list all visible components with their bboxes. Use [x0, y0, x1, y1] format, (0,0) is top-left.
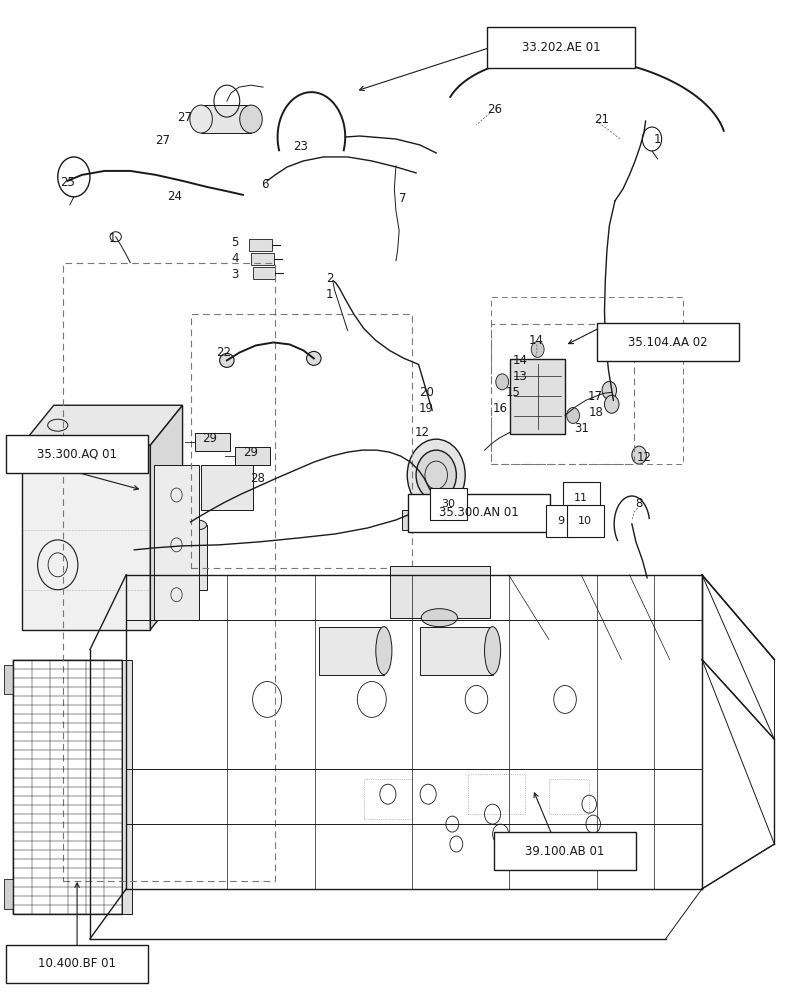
Text: 3: 3 — [231, 268, 238, 281]
Ellipse shape — [190, 105, 213, 133]
Ellipse shape — [376, 627, 392, 675]
Bar — [62, 263, 276, 881]
Circle shape — [566, 511, 580, 529]
Text: 33.202.AE 01: 33.202.AE 01 — [522, 41, 600, 54]
Bar — [4, 879, 14, 909]
FancyBboxPatch shape — [597, 323, 739, 361]
Bar — [549, 779, 589, 814]
Bar — [201, 105, 251, 133]
Text: 5: 5 — [231, 236, 238, 249]
Text: 26: 26 — [486, 103, 502, 116]
Text: 31: 31 — [574, 422, 588, 435]
Bar — [187, 525, 207, 590]
Text: 9: 9 — [558, 516, 565, 526]
Ellipse shape — [187, 520, 207, 530]
Text: 27: 27 — [155, 134, 170, 147]
Text: 18: 18 — [588, 406, 603, 419]
Bar — [364, 779, 412, 819]
Bar — [253, 267, 276, 279]
Bar — [319, 627, 384, 675]
Text: 4: 4 — [231, 252, 238, 265]
Polygon shape — [150, 405, 183, 630]
Bar — [491, 324, 634, 464]
Text: 11: 11 — [574, 493, 588, 503]
Bar — [122, 660, 132, 914]
Ellipse shape — [421, 609, 457, 627]
Text: 35.300.AN 01: 35.300.AN 01 — [439, 506, 519, 519]
FancyBboxPatch shape — [545, 505, 576, 537]
Bar — [491, 297, 683, 464]
Text: 14: 14 — [528, 334, 544, 347]
Text: 24: 24 — [167, 190, 182, 203]
Text: 12: 12 — [637, 451, 651, 464]
Text: 15: 15 — [506, 386, 521, 399]
Bar — [251, 253, 274, 265]
Text: 35.104.AA 02: 35.104.AA 02 — [629, 336, 708, 349]
FancyBboxPatch shape — [566, 505, 604, 537]
Text: 2: 2 — [326, 272, 334, 285]
Text: 27: 27 — [178, 111, 192, 124]
Text: 35.300.AQ 01: 35.300.AQ 01 — [37, 448, 117, 461]
Bar — [4, 665, 14, 694]
Bar — [195, 433, 230, 451]
Text: 28: 28 — [250, 472, 265, 485]
Circle shape — [496, 374, 509, 390]
Text: 19: 19 — [419, 402, 434, 415]
Text: 21: 21 — [594, 113, 608, 126]
Bar — [201, 465, 254, 510]
Text: 1: 1 — [654, 133, 662, 146]
Ellipse shape — [485, 627, 501, 675]
Text: 25: 25 — [60, 176, 75, 189]
Ellipse shape — [306, 351, 321, 365]
Circle shape — [586, 511, 600, 529]
Polygon shape — [22, 405, 183, 445]
Bar — [191, 314, 412, 568]
Text: 20: 20 — [419, 386, 434, 399]
Ellipse shape — [416, 450, 457, 500]
Text: 17: 17 — [588, 390, 603, 403]
Text: 1: 1 — [109, 232, 116, 245]
Text: 16: 16 — [493, 402, 508, 415]
Text: 6: 6 — [261, 178, 268, 191]
Text: 7: 7 — [398, 192, 406, 205]
Circle shape — [531, 341, 544, 357]
Text: 23: 23 — [293, 140, 309, 153]
Bar — [511, 359, 565, 434]
Text: 10.400.BF 01: 10.400.BF 01 — [38, 957, 116, 970]
Bar — [469, 774, 524, 814]
FancyBboxPatch shape — [6, 435, 148, 473]
FancyBboxPatch shape — [562, 482, 600, 514]
Text: 14: 14 — [512, 354, 528, 367]
Ellipse shape — [220, 353, 234, 367]
Bar — [402, 510, 470, 530]
Text: 22: 22 — [216, 346, 231, 359]
Bar — [420, 627, 493, 675]
FancyBboxPatch shape — [494, 832, 636, 870]
FancyBboxPatch shape — [487, 27, 635, 68]
Bar — [22, 445, 150, 630]
Circle shape — [604, 395, 619, 413]
Ellipse shape — [407, 439, 465, 511]
Text: 8: 8 — [635, 497, 643, 510]
Text: 29: 29 — [243, 446, 259, 459]
Bar — [250, 239, 272, 251]
Text: 10: 10 — [579, 516, 592, 526]
Text: 30: 30 — [441, 499, 455, 509]
Bar — [235, 447, 271, 465]
Text: 1: 1 — [326, 288, 334, 301]
Text: 12: 12 — [415, 426, 429, 439]
Text: 13: 13 — [512, 370, 528, 383]
Bar — [14, 660, 122, 914]
FancyBboxPatch shape — [6, 945, 148, 983]
Circle shape — [632, 446, 646, 464]
Circle shape — [566, 408, 579, 423]
FancyBboxPatch shape — [430, 488, 467, 520]
Circle shape — [602, 381, 617, 399]
Text: 29: 29 — [202, 432, 217, 445]
FancyBboxPatch shape — [408, 494, 549, 532]
Ellipse shape — [240, 105, 263, 133]
Text: 39.100.AB 01: 39.100.AB 01 — [525, 845, 604, 858]
Bar — [389, 566, 490, 618]
Bar — [154, 465, 199, 620]
